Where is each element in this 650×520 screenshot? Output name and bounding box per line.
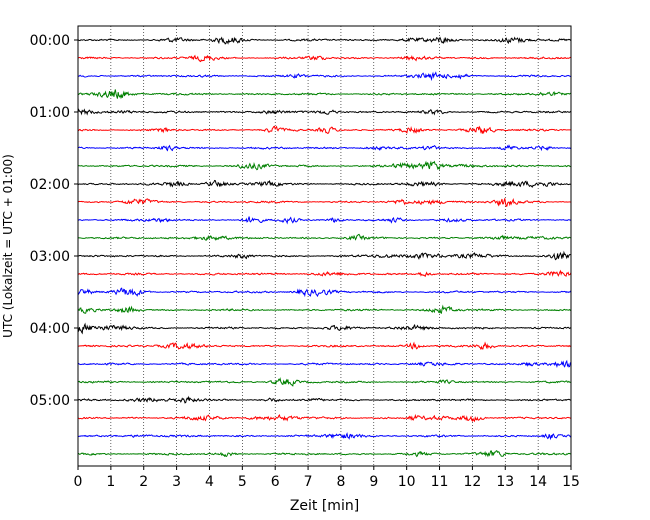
seismic-traces [77,36,572,458]
trace-line-13 [77,269,572,278]
trace-line-22 [77,432,572,441]
trace-line-19 [77,377,572,387]
trace-line-23 [77,450,572,458]
trace-line-17 [77,341,572,351]
x-tick-label-2: 2 [139,474,148,490]
x-tick-label-6: 6 [271,474,280,490]
trace-line-8 [77,179,572,188]
grid-lines [110,26,539,466]
x-tick-label-14: 14 [529,474,547,490]
x-tick-label-7: 7 [304,474,313,490]
y-tick-label-1: 01:00 [30,105,70,121]
x-axis-ticks: 0 1 2 3 4 5 6 7 8 9 10 11 12 13 14 15 [74,466,580,490]
x-tick-label-11: 11 [431,474,449,490]
trace-line-0 [77,36,572,45]
y-axis-label: UTC (Lokalzeit = UTC + 01:00) [1,154,15,338]
trace-line-2 [77,71,572,82]
x-tick-label-8: 8 [336,474,345,490]
y-tick-label-2: 02:00 [30,177,70,193]
trace-line-5 [77,125,572,135]
x-tick-label-12: 12 [463,474,481,490]
trace-line-12 [77,250,572,261]
trace-line-20 [77,395,572,404]
trace-line-6 [77,144,572,152]
trace-line-7 [77,160,572,171]
x-tick-label-13: 13 [496,474,514,490]
x-tick-label-5: 5 [238,474,247,490]
y-tick-label-5: 05:00 [30,393,70,409]
x-tick-label-4: 4 [205,474,214,490]
trace-line-14 [77,287,572,298]
x-tick-label-10: 10 [398,474,416,490]
y-tick-label-0: 00:00 [30,33,70,49]
trace-line-3 [77,89,572,100]
y-axis-ticks: 00:00 01:00 02:00 03:00 04:00 05:00 [30,33,78,409]
plot-frame [77,25,572,467]
trace-line-10 [77,216,572,225]
x-tick-label-0: 0 [74,474,83,490]
x-tick-label-3: 3 [172,474,181,490]
trace-line-16 [77,322,572,335]
y-tick-label-4: 04:00 [30,321,70,337]
y-tick-label-3: 03:00 [30,249,70,265]
trace-line-18 [77,359,572,368]
x-tick-label-9: 9 [369,474,378,490]
trace-line-4 [77,108,572,116]
trace-line-15 [77,304,572,315]
trace-line-1 [77,54,572,63]
x-tick-label-1: 1 [106,474,115,490]
trace-line-11 [77,233,572,241]
trace-line-21 [77,413,572,423]
x-axis-label: Zeit [min] [290,498,359,514]
x-tick-label-15: 15 [562,474,580,490]
trace-line-9 [77,198,572,207]
